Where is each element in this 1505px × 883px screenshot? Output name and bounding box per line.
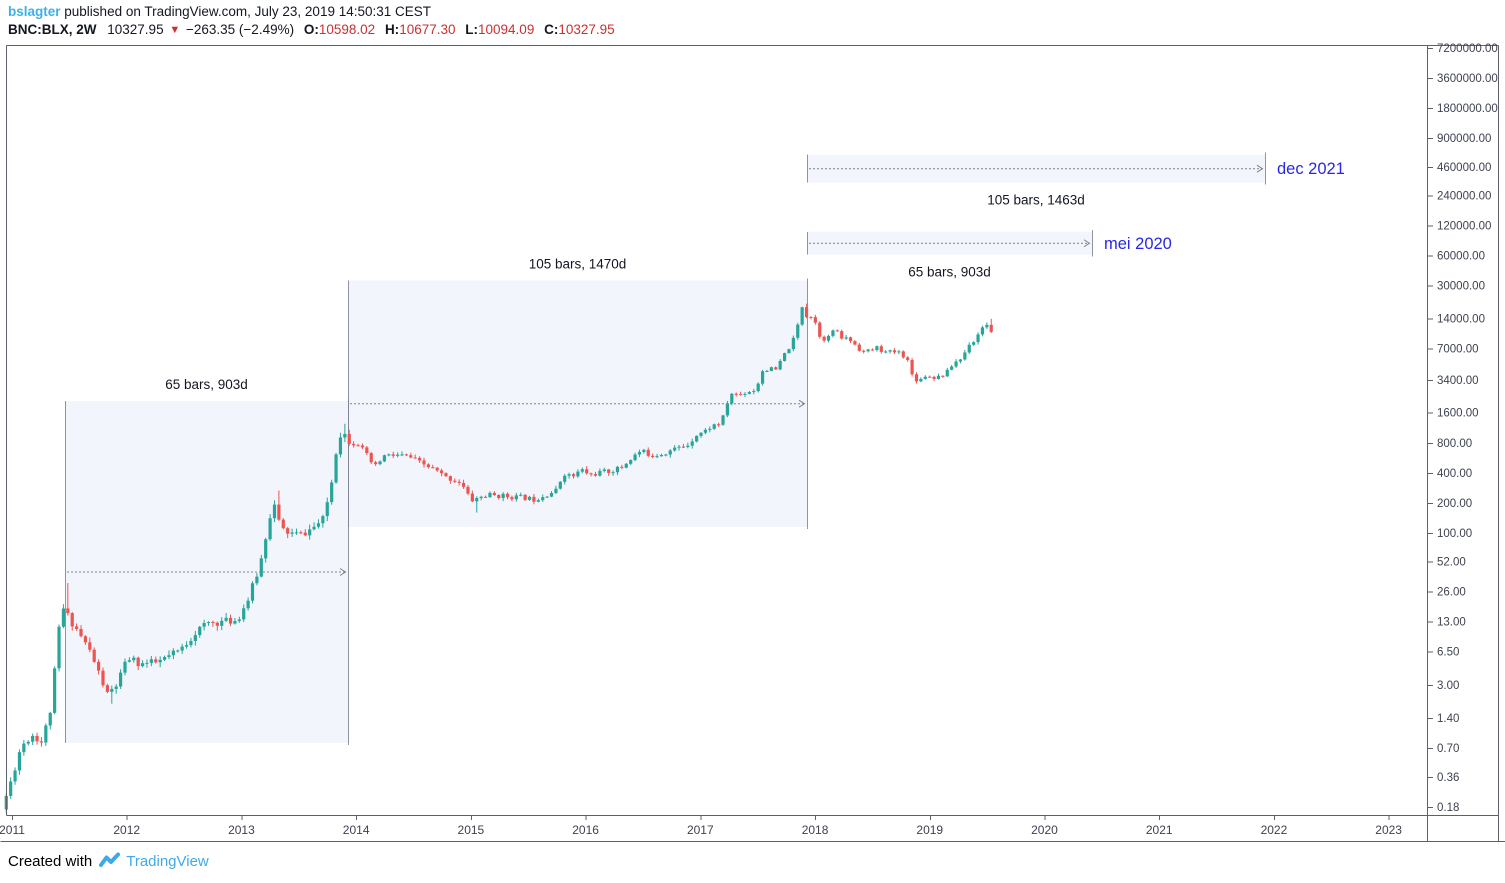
header-line-1: bslagter published on TradingView.com, J…	[8, 3, 615, 21]
price-axis-label: 3600000.00	[1437, 73, 1498, 85]
time-axis-label: 2021	[1146, 823, 1173, 837]
time-axis-label: 2014	[343, 823, 370, 837]
time-axis-label: 2012	[113, 823, 140, 837]
price-axis-label: 1800000.00	[1437, 103, 1498, 115]
low-value: 10094.09	[478, 22, 534, 37]
price-axis-label: 26.00	[1437, 586, 1466, 598]
footer-attribution: Created with TradingView	[8, 851, 209, 872]
time-axis-label: 2019	[916, 823, 943, 837]
time-axis-label: 2016	[572, 823, 599, 837]
price-axis-label: 6.50	[1437, 646, 1459, 658]
header-line-2: BNC:BLX, 2W 10327.95 ▼ −263.35 (−2.49%) …	[8, 21, 615, 40]
close-value: 10327.95	[558, 22, 614, 37]
time-axis[interactable]: 2011 2012 2013 2014 2015 2016 2017 2018 2019 2020…	[0, 815, 1427, 841]
price-axis-label: 7200000.00	[1437, 43, 1498, 55]
time-axis-label: 2023	[1375, 823, 1402, 837]
price-axis-label: 460000.00	[1437, 162, 1491, 174]
time-axis-label: 2011	[0, 823, 25, 837]
price-axis-label: 100.00	[1437, 528, 1472, 540]
price-axis-label: 0.70	[1437, 743, 1459, 755]
open-value: 10598.02	[319, 22, 375, 37]
published-text: published on TradingView.com, July 23, 2…	[61, 4, 432, 19]
price-change: −263.35 (−2.49%)	[186, 22, 294, 37]
close-label: C:	[544, 22, 558, 37]
price-axis-label: 0.18	[1437, 802, 1459, 814]
open-label: O:	[304, 22, 319, 37]
tradingview-brand-link[interactable]: TradingView	[126, 853, 209, 870]
price-axis-label: 30000.00	[1437, 281, 1485, 293]
username-link[interactable]: bslagter	[8, 4, 61, 19]
price-axis-label: 14000.00	[1437, 314, 1485, 326]
last-price: 10327.95	[107, 22, 163, 37]
price-axis-label: 0.36	[1437, 772, 1459, 784]
price-axis-label: 60000.00	[1437, 251, 1485, 263]
time-axis-label: 2015	[458, 823, 485, 837]
price-down-arrow-icon: ▼	[169, 24, 180, 36]
price-axis-label: 900000.00	[1437, 133, 1491, 145]
price-axis-label: 52.00	[1437, 556, 1466, 568]
high-value: 10677.30	[399, 22, 455, 37]
tradingview-logo-icon	[99, 852, 120, 873]
created-with-text: Created with	[8, 853, 92, 870]
price-axis-label: 13.00	[1437, 616, 1466, 628]
price-axis-label: 1600.00	[1437, 408, 1479, 420]
price-axis-label: 1.40	[1437, 713, 1459, 725]
price-axis-label: 200.00	[1437, 498, 1472, 510]
high-label: H:	[385, 22, 399, 37]
price-axis-label: 400.00	[1437, 468, 1472, 480]
price-axis-label: 120000.00	[1437, 220, 1491, 232]
low-label: L:	[465, 22, 478, 37]
price-axis-label: 240000.00	[1437, 190, 1491, 202]
ticker-symbol[interactable]: BNC:BLX, 2W	[8, 22, 97, 37]
price-axis-label: 800.00	[1437, 438, 1472, 450]
chart-header: bslagter published on TradingView.com, J…	[8, 3, 615, 40]
time-axis-label: 2018	[802, 823, 829, 837]
price-axis-label: 3.00	[1437, 680, 1459, 692]
time-axis-label: 2013	[228, 823, 255, 837]
price-axis[interactable]: 7200000.00 3600000.00 1800000.00 900000.00 4…	[1427, 43, 1498, 841]
time-axis-label: 2020	[1031, 823, 1058, 837]
price-axis-label: 7000.00	[1437, 344, 1479, 356]
chart-plot-area[interactable]	[6, 45, 1427, 815]
time-axis-label: 2022	[1261, 823, 1288, 837]
time-axis-label: 2017	[687, 823, 714, 837]
price-axis-label: 3400.00	[1437, 375, 1479, 387]
